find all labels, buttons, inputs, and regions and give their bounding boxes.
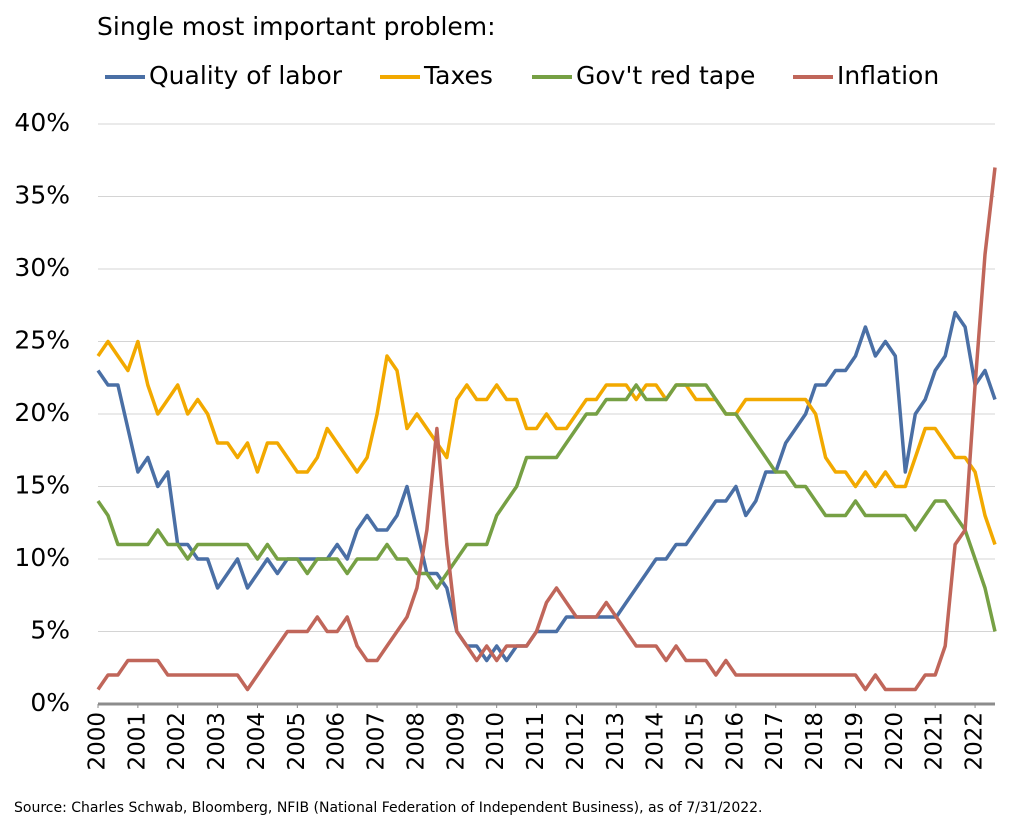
- x-tick-label: 2020: [882, 712, 908, 771]
- data-line: [96, 339, 997, 546]
- y-tick-label: 20%: [14, 398, 70, 427]
- x-tick-label: 2016: [722, 712, 748, 771]
- x-tick-label: 2007: [364, 712, 390, 771]
- x-tick-label: 2012: [563, 712, 589, 771]
- legend-label: Quality of labor: [149, 61, 343, 90]
- x-tick-label: 2000: [85, 712, 111, 771]
- data-line: [96, 383, 997, 632]
- legend-label: Inflation: [837, 61, 939, 90]
- x-tick-label: 2003: [204, 712, 230, 771]
- y-tick-label: 30%: [14, 253, 70, 282]
- y-tick-label: 15%: [14, 471, 70, 500]
- legend-label: Taxes: [423, 61, 493, 90]
- x-tick-label: 2001: [124, 712, 150, 771]
- data-line: [96, 167, 997, 692]
- y-tick-label: 0%: [30, 688, 70, 717]
- source-note: Source: Charles Schwab, Bloomberg, NFIB …: [14, 800, 763, 816]
- x-tick-label: 2018: [802, 712, 828, 771]
- legend-label: Gov't red tape: [576, 61, 755, 90]
- y-tick-label: 10%: [14, 543, 70, 572]
- x-tick-label: 2013: [603, 712, 629, 771]
- y-tick-label: 40%: [14, 108, 70, 137]
- x-tick-label: 2011: [523, 712, 549, 771]
- x-tick-label: 2006: [324, 712, 350, 771]
- x-tick-label: 2021: [922, 712, 948, 771]
- data-line: [96, 310, 997, 663]
- y-tick-label: 35%: [14, 181, 70, 210]
- x-tick-label: 2010: [483, 712, 509, 771]
- x-tick-label: 2014: [643, 712, 669, 771]
- x-tick-label: 2002: [164, 712, 190, 771]
- y-tick-label: 5%: [30, 616, 70, 645]
- x-tick-label: 2005: [284, 712, 310, 771]
- x-tick-label: 2017: [762, 712, 788, 771]
- x-tick-label: 2022: [962, 712, 988, 771]
- x-tick-label: 2009: [443, 712, 469, 771]
- x-tick-label: 2019: [842, 712, 868, 771]
- x-tick-label: 2015: [683, 712, 709, 771]
- chart-title: Single most important problem:: [97, 12, 496, 41]
- y-tick-label: 25%: [14, 326, 70, 355]
- x-tick-label: 2004: [244, 712, 270, 771]
- x-tick-label: 2008: [403, 712, 429, 771]
